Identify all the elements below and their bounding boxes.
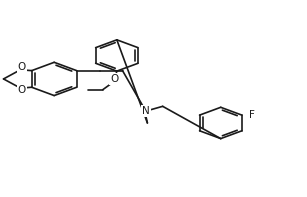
Text: N: N [142, 106, 150, 116]
Text: O: O [18, 62, 26, 72]
Text: O: O [110, 74, 119, 84]
Text: F: F [249, 110, 255, 120]
Text: O: O [18, 85, 26, 95]
